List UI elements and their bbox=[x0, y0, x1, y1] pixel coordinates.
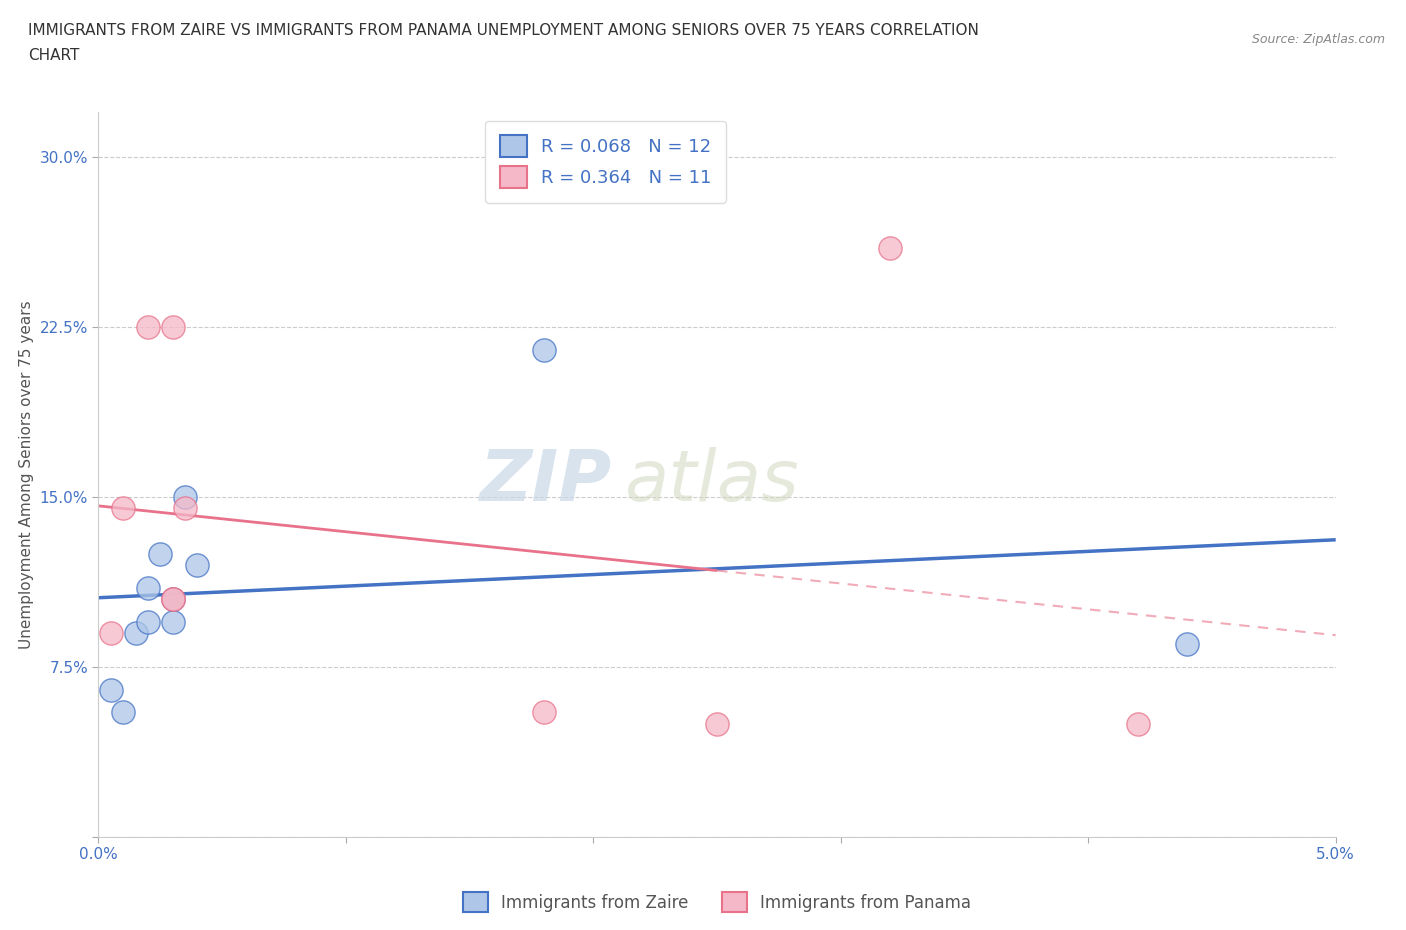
Text: ZIP: ZIP bbox=[479, 447, 612, 516]
Point bbox=[1126, 716, 1149, 731]
Point bbox=[879, 240, 901, 255]
Point bbox=[136, 320, 159, 335]
Text: CHART: CHART bbox=[28, 48, 80, 63]
Y-axis label: Unemployment Among Seniors over 75 years: Unemployment Among Seniors over 75 years bbox=[18, 300, 34, 648]
Point bbox=[174, 501, 197, 516]
Point bbox=[186, 558, 208, 573]
Point bbox=[149, 546, 172, 561]
Point bbox=[162, 320, 184, 335]
Point bbox=[1175, 637, 1198, 652]
Point bbox=[706, 716, 728, 731]
Legend: Immigrants from Zaire, Immigrants from Panama: Immigrants from Zaire, Immigrants from P… bbox=[456, 885, 979, 919]
Text: Source: ZipAtlas.com: Source: ZipAtlas.com bbox=[1251, 33, 1385, 46]
Point bbox=[136, 580, 159, 595]
Point bbox=[162, 591, 184, 606]
Text: atlas: atlas bbox=[624, 447, 799, 516]
Point bbox=[162, 614, 184, 629]
Point bbox=[100, 683, 122, 698]
Point bbox=[162, 591, 184, 606]
Point bbox=[136, 614, 159, 629]
Point bbox=[162, 591, 184, 606]
Text: IMMIGRANTS FROM ZAIRE VS IMMIGRANTS FROM PANAMA UNEMPLOYMENT AMONG SENIORS OVER : IMMIGRANTS FROM ZAIRE VS IMMIGRANTS FROM… bbox=[28, 23, 979, 38]
Point bbox=[112, 705, 135, 720]
Point bbox=[100, 626, 122, 641]
Point bbox=[124, 626, 146, 641]
Point bbox=[533, 705, 555, 720]
Point bbox=[533, 342, 555, 357]
Point bbox=[174, 489, 197, 504]
Point bbox=[112, 501, 135, 516]
